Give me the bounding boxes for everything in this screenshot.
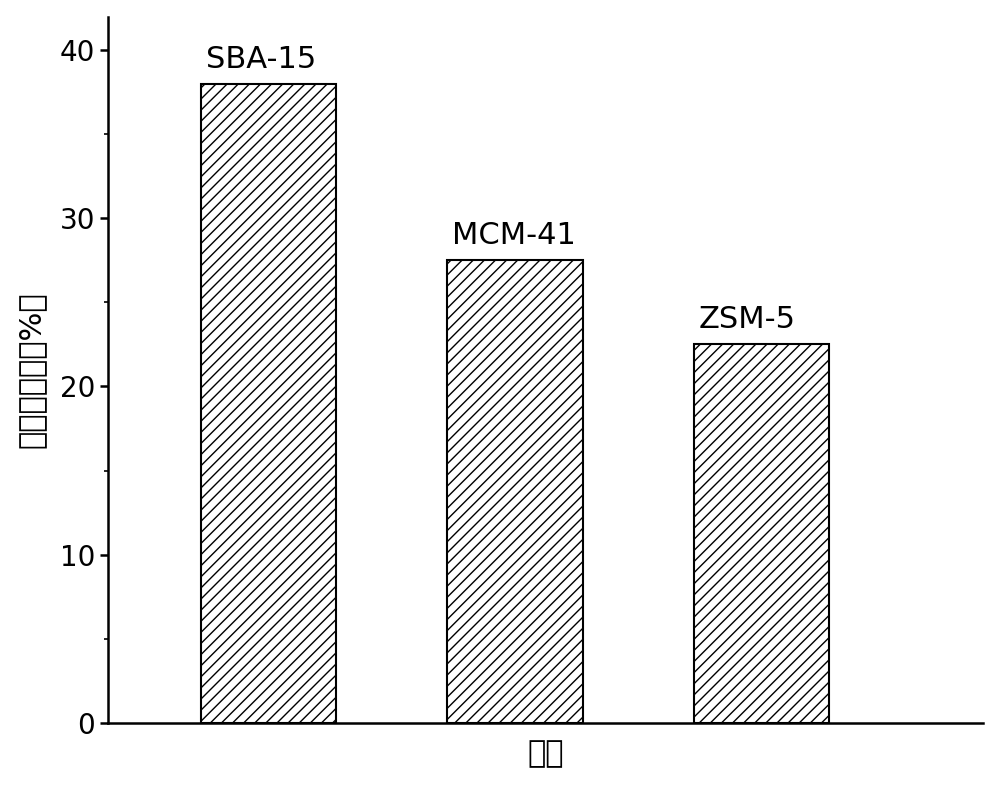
Text: MCM-41: MCM-41 <box>452 221 576 250</box>
Y-axis label: 马来酸产率（%）: 马来酸产率（%） <box>17 291 46 448</box>
Text: ZSM-5: ZSM-5 <box>699 305 796 334</box>
Bar <box>201 84 336 723</box>
Text: SBA-15: SBA-15 <box>206 45 316 74</box>
Bar <box>694 345 829 723</box>
Bar <box>447 261 583 723</box>
X-axis label: 载体: 载体 <box>528 739 564 769</box>
